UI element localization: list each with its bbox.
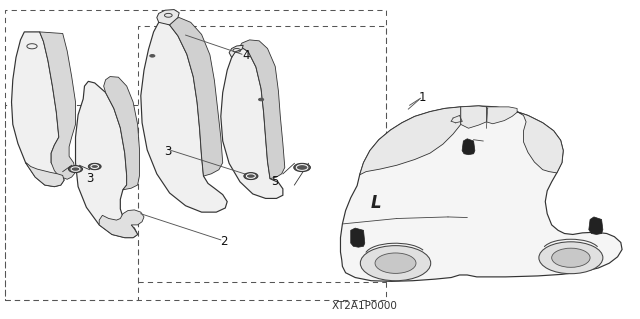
- Bar: [138, 26, 386, 282]
- Circle shape: [259, 98, 264, 101]
- Circle shape: [68, 166, 83, 173]
- Polygon shape: [512, 110, 563, 173]
- Circle shape: [150, 55, 155, 57]
- Polygon shape: [589, 217, 603, 234]
- Text: XT2A1P0000: XT2A1P0000: [332, 301, 397, 311]
- Polygon shape: [26, 163, 64, 187]
- Text: 3: 3: [86, 172, 93, 185]
- Circle shape: [294, 163, 310, 172]
- Polygon shape: [40, 32, 76, 179]
- Polygon shape: [76, 81, 138, 238]
- Circle shape: [88, 163, 101, 170]
- Text: 1: 1: [419, 91, 426, 104]
- Polygon shape: [104, 77, 140, 190]
- Polygon shape: [340, 106, 622, 281]
- Circle shape: [244, 173, 258, 180]
- Polygon shape: [240, 40, 285, 179]
- Text: 5: 5: [271, 175, 279, 188]
- Polygon shape: [141, 22, 227, 212]
- Text: 4: 4: [243, 49, 250, 62]
- Bar: [5, 105, 138, 300]
- Text: L: L: [371, 194, 381, 211]
- Circle shape: [539, 242, 603, 274]
- Text: 3: 3: [164, 145, 172, 158]
- Polygon shape: [229, 45, 243, 57]
- Polygon shape: [170, 18, 223, 176]
- Polygon shape: [221, 46, 283, 198]
- Polygon shape: [461, 106, 486, 128]
- Bar: [5, 10, 386, 300]
- Polygon shape: [462, 139, 475, 155]
- Polygon shape: [12, 32, 64, 187]
- Circle shape: [360, 246, 431, 281]
- Polygon shape: [486, 107, 517, 124]
- Polygon shape: [157, 10, 179, 25]
- Polygon shape: [360, 107, 461, 175]
- Text: 2: 2: [220, 235, 228, 248]
- Polygon shape: [351, 228, 365, 247]
- Circle shape: [552, 248, 590, 267]
- Circle shape: [375, 253, 416, 273]
- Polygon shape: [99, 210, 144, 238]
